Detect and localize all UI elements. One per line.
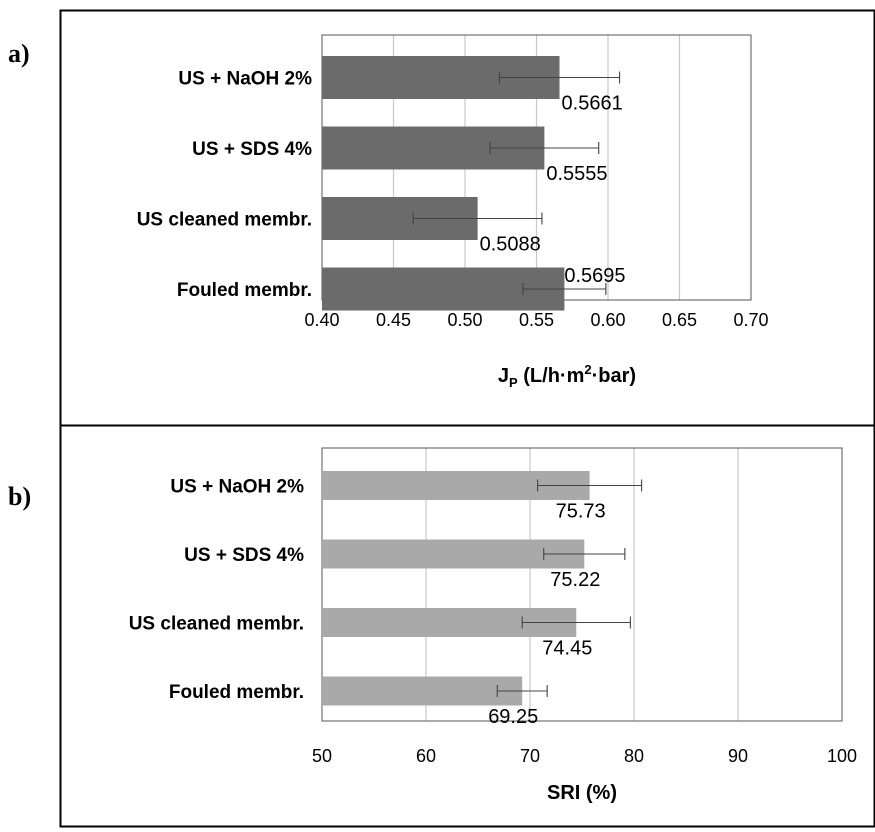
- panel-a: a) US + NaOH 2% US + SDS 4% US cleaned mem…: [8, 34, 769, 390]
- data-label: 0.5088: [480, 234, 541, 256]
- panel-a-x-axis-title: JP (L/h·m2·bar): [498, 362, 636, 390]
- x-tick-label: 90: [728, 746, 748, 766]
- panel-b-category-labels: US + NaOH 2% US + SDS 4% US cleaned membr.…: [129, 477, 304, 704]
- x-tick-label: 0.70: [733, 310, 768, 330]
- panel-b-letter: b): [8, 482, 31, 511]
- x-tick-label: 0.40: [304, 310, 339, 330]
- x-tick-label: 50: [312, 746, 332, 766]
- panel-a-bars: [322, 56, 565, 311]
- x-tick-label: 0.60: [590, 310, 625, 330]
- panel-b-bars: [322, 471, 590, 706]
- bar: [322, 676, 523, 706]
- category-label: US + SDS 4%: [184, 545, 304, 566]
- panel-b-tick-labels: 50 60 70 80 90 100: [312, 746, 857, 766]
- x-tick-label: 70: [520, 746, 540, 766]
- panel-a-letter: a): [8, 39, 30, 68]
- category-label: US + NaOH 2%: [170, 477, 304, 498]
- data-label: 75.73: [556, 501, 606, 523]
- panel-a-category-labels: US + NaOH 2% US + SDS 4% US cleaned membr.…: [137, 69, 312, 302]
- panel-b: b) US + NaOH 2% US + SDS 4% US cleaned mem…: [8, 447, 857, 804]
- data-label: 69.25: [488, 706, 538, 728]
- panel-a-tick-labels: 0.40 0.45 0.50 0.55 0.60 0.65 0.70: [304, 310, 768, 330]
- panel-b-error-bars: [496, 479, 643, 697]
- x-tick-label: 0.50: [447, 310, 482, 330]
- category-label: US cleaned membr.: [129, 614, 304, 635]
- panel-b-plot-area: [321, 447, 843, 722]
- panel-a-data-labels: 0.5661 0.5555 0.5088 0.5695: [480, 93, 626, 288]
- x-tick-label: 80: [624, 746, 644, 766]
- category-label: US + NaOH 2%: [178, 69, 312, 90]
- data-label: 0.5555: [546, 163, 607, 185]
- x-tick-label: 0.55: [519, 310, 554, 330]
- category-label: US cleaned membr.: [137, 210, 312, 231]
- data-label: 0.5695: [564, 265, 625, 287]
- panel-b-data-labels: 75.73 75.22 74.45 69.25: [488, 501, 605, 729]
- data-label: 0.5661: [562, 93, 623, 115]
- panel-a-error-bars: [412, 71, 621, 295]
- x-tick-label: 0.65: [662, 310, 697, 330]
- category-label: Fouled membr.: [177, 280, 312, 301]
- bar: [322, 539, 585, 569]
- data-label: 75.22: [550, 569, 600, 591]
- panel-b-x-axis-title: SRI (%): [547, 782, 617, 804]
- category-label: US + SDS 4%: [192, 139, 312, 160]
- x-tick-label: 100: [827, 746, 857, 766]
- x-tick-label: 0.45: [376, 310, 411, 330]
- x-tick-label: 60: [416, 746, 436, 766]
- category-label: Fouled membr.: [169, 682, 304, 703]
- data-label: 74.45: [542, 638, 592, 660]
